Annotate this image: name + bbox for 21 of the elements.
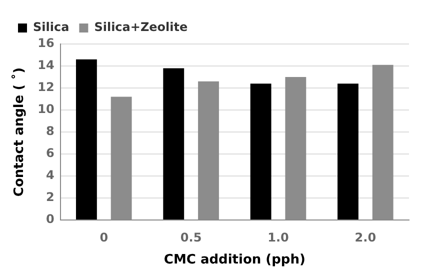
bar — [250, 84, 272, 220]
x-tick-label: 0 — [100, 230, 108, 244]
x-tick-label: 2.0 — [354, 230, 376, 244]
y-tick-label: 8 — [46, 124, 54, 138]
bar — [76, 59, 97, 220]
y-tick-label: 4 — [46, 168, 54, 182]
y-axis-title: Contact angle ( ˚) — [11, 67, 28, 197]
y-tick-label: 10 — [38, 102, 54, 116]
y-tick-label: 14 — [38, 58, 54, 72]
y-tick-label: 12 — [38, 80, 54, 94]
y-tick-label: 0 — [46, 212, 54, 226]
y-tick-label: 6 — [46, 146, 54, 160]
legend-label: Silica — [33, 20, 70, 34]
y-tick-label: 2 — [46, 190, 54, 204]
y-tick-label: 16 — [38, 36, 54, 50]
x-tick-label: 0.5 — [180, 230, 202, 244]
x-axis-title: CMC addition (pph) — [164, 252, 306, 268]
bar — [338, 84, 358, 220]
legend-label: Silica+Zeolite — [94, 20, 188, 34]
bar — [163, 68, 184, 220]
x-tick-label: 1.0 — [268, 230, 289, 244]
